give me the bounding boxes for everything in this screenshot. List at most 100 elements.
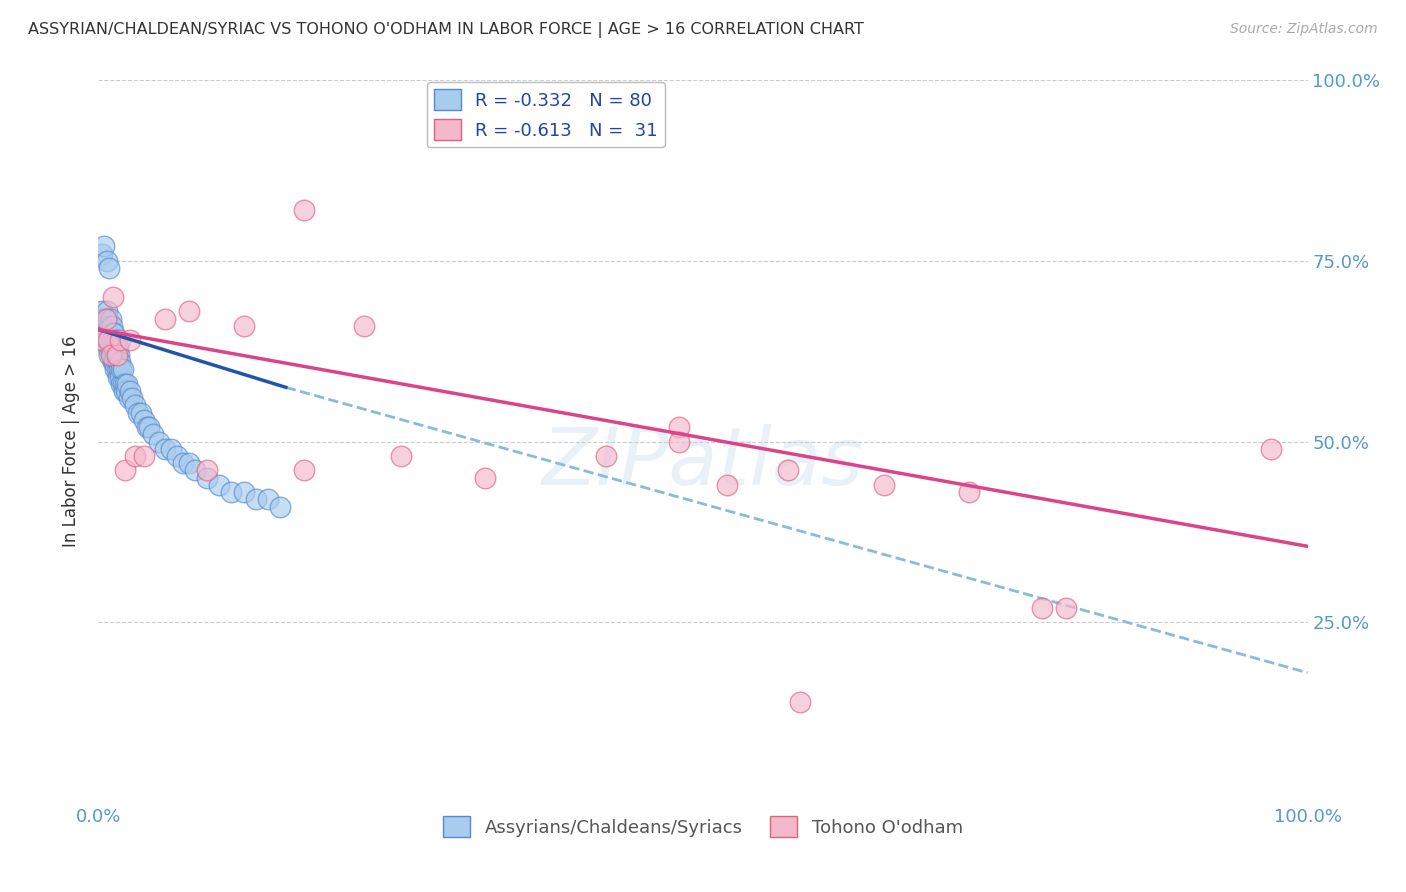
Point [232, 485, 254, 500]
Point [107, 341, 129, 355]
Point [232, 318, 254, 333]
Point [91, 246, 114, 260]
Point [101, 355, 124, 369]
Point [142, 427, 165, 442]
Point [108, 334, 131, 348]
Point [105, 362, 128, 376]
Point [111, 376, 134, 391]
Point [103, 341, 125, 355]
Point [100, 318, 122, 333]
Point [134, 449, 156, 463]
Point [129, 406, 152, 420]
Point [108, 348, 131, 362]
Point [195, 470, 218, 484]
Point [776, 463, 799, 477]
Point [179, 456, 201, 470]
Point [97, 326, 120, 340]
Point [90, 311, 112, 326]
Point [103, 326, 125, 340]
Point [91, 326, 114, 340]
Point [93, 239, 115, 253]
Point [105, 334, 128, 348]
Point [100, 334, 122, 348]
Point [91, 304, 114, 318]
Point [117, 376, 139, 391]
Point [96, 318, 118, 333]
Point [96, 334, 118, 348]
Point [104, 334, 127, 348]
Point [1260, 442, 1282, 456]
Point [166, 449, 188, 463]
Point [91, 334, 114, 348]
Point [107, 369, 129, 384]
Point [153, 311, 176, 326]
Text: ASSYRIAN/CHALDEAN/SYRIAC VS TOHONO O'ODHAM IN LABOR FORCE | AGE > 16 CORRELATION: ASSYRIAN/CHALDEAN/SYRIAC VS TOHONO O'ODH… [28, 22, 865, 38]
Point [98, 261, 121, 276]
Point [269, 500, 291, 514]
Point [93, 318, 115, 333]
Legend: Assyrians/Chaldeans/Syriacs, Tohono O'odham: Assyrians/Chaldeans/Syriacs, Tohono O'od… [436, 809, 970, 845]
Point [115, 384, 138, 398]
Point [107, 355, 129, 369]
Point [957, 485, 980, 500]
Point [100, 311, 122, 326]
Point [96, 304, 118, 318]
Point [716, 478, 738, 492]
Point [208, 478, 231, 492]
Point [94, 311, 117, 326]
Point [148, 434, 170, 449]
Point [100, 348, 122, 362]
Point [104, 362, 127, 376]
Point [1054, 600, 1077, 615]
Point [160, 442, 183, 456]
Point [105, 348, 128, 362]
Point [108, 369, 131, 384]
Point [474, 470, 496, 484]
Text: ZIPatlas: ZIPatlas [541, 425, 865, 502]
Point [97, 341, 120, 355]
Point [98, 348, 121, 362]
Point [121, 391, 143, 405]
Point [789, 695, 811, 709]
Point [110, 376, 132, 391]
Point [668, 434, 690, 449]
Point [98, 334, 121, 348]
Point [91, 318, 114, 333]
Point [118, 384, 141, 398]
Point [114, 376, 136, 391]
Point [101, 341, 124, 355]
Point [124, 449, 146, 463]
Point [89, 315, 111, 329]
Point [195, 463, 218, 477]
Point [96, 253, 118, 268]
Point [668, 420, 690, 434]
Text: Source: ZipAtlas.com: Source: ZipAtlas.com [1230, 22, 1378, 37]
Point [118, 334, 141, 348]
Point [108, 355, 131, 369]
Point [134, 413, 156, 427]
Point [108, 362, 131, 376]
Point [101, 326, 124, 340]
Point [179, 304, 201, 318]
Point [1031, 600, 1053, 615]
Point [97, 311, 120, 326]
Point [135, 420, 157, 434]
Point [101, 290, 124, 304]
Point [110, 362, 132, 376]
Point [153, 442, 176, 456]
Point [104, 348, 127, 362]
Point [100, 326, 122, 340]
Point [256, 492, 278, 507]
Point [184, 463, 207, 477]
Point [105, 348, 128, 362]
Point [245, 492, 267, 507]
Point [138, 420, 160, 434]
Point [172, 456, 194, 470]
Point [389, 449, 412, 463]
Point [221, 485, 243, 500]
Point [94, 311, 117, 326]
Point [91, 311, 114, 326]
Point [111, 362, 134, 376]
Point [873, 478, 896, 492]
Point [292, 463, 315, 477]
